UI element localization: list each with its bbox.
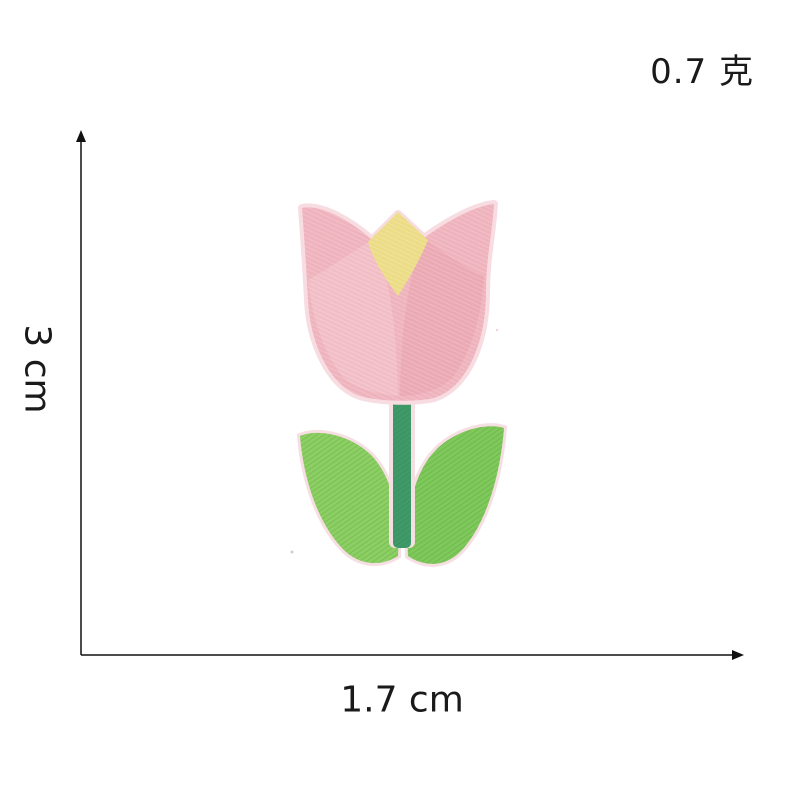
weight-label: 0.7 克	[650, 52, 754, 92]
left-leaf	[296, 430, 402, 566]
arrow-up-icon	[76, 130, 86, 142]
arrow-right-icon	[732, 650, 744, 660]
stem	[389, 388, 415, 548]
right-leaf	[404, 423, 508, 567]
vertical-axis	[76, 130, 86, 655]
tulip-flower	[298, 200, 498, 405]
horizontal-axis	[81, 650, 744, 660]
width-label: 1.7 cm	[340, 679, 464, 721]
